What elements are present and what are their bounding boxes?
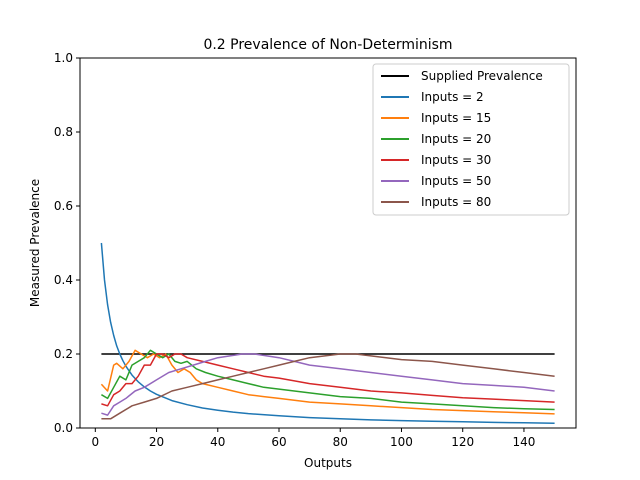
x-tick-label: 20 [149, 435, 164, 449]
legend-entry: Inputs = 2 [421, 90, 484, 104]
x-tick-label: 100 [390, 435, 413, 449]
x-tick-label: 120 [451, 435, 474, 449]
legend: Supplied Prevalence Inputs = 2 Inputs = 15… [372, 63, 570, 216]
chart-title: 0.2 Prevalence of Non-Determinism [203, 37, 452, 53]
x-tick-label: 60 [271, 435, 286, 449]
x-tick-label: 40 [210, 435, 225, 449]
series-line-2 [100, 349, 555, 415]
legend-box [372, 63, 570, 216]
y-axis-label: Measured Prevalence [28, 179, 42, 307]
series-line-1 [100, 242, 555, 424]
x-axis: 0 20 40 60 80 100 120 140 [91, 428, 535, 449]
legend-entry: Inputs = 30 [421, 153, 491, 167]
y-tick-label: 0.8 [54, 125, 73, 139]
x-tick-label: 0 [91, 435, 99, 449]
series-line-6 [101, 353, 555, 420]
x-axis-label: Outputs [304, 456, 352, 470]
x-tick-label: 80 [333, 435, 348, 449]
plot-lines [100, 242, 555, 424]
y-tick-label: 1.0 [54, 51, 73, 65]
legend-entry: Inputs = 50 [421, 174, 491, 188]
series-line-4 [101, 353, 555, 407]
y-tick-label: 0.6 [54, 199, 73, 213]
legend-entry: Supplied Prevalence [421, 69, 543, 83]
y-tick-label: 0.2 [54, 347, 73, 361]
legend-entry: Inputs = 20 [421, 132, 491, 146]
plot-area-frame [79, 57, 577, 429]
legend-entry: Inputs = 80 [421, 195, 491, 209]
y-tick-label: 0.4 [54, 273, 73, 287]
legend-entry: Inputs = 15 [421, 111, 491, 125]
x-tick-label: 140 [512, 435, 535, 449]
series-line-3 [101, 349, 555, 411]
y-tick-label: 0.0 [54, 421, 73, 435]
series-line-5 [101, 353, 555, 416]
y-axis: 0.0 0.2 0.4 0.6 0.8 1.0 [54, 51, 80, 435]
